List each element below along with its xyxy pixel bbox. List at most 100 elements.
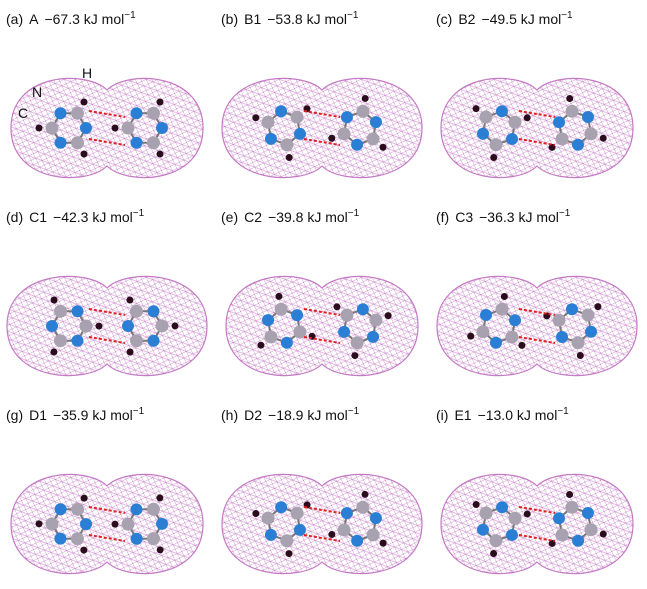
atom-h [518, 342, 525, 349]
atom-c [130, 334, 143, 347]
atom-c [54, 334, 67, 347]
atom-n [156, 518, 168, 530]
atom-c [369, 314, 382, 327]
atom-h [566, 95, 573, 102]
atom-n [506, 529, 518, 541]
atom-n [582, 111, 594, 123]
atom-h [252, 510, 259, 517]
atom-h [157, 99, 164, 106]
atom-n [477, 128, 489, 140]
atom-c [54, 305, 67, 318]
atom-h [275, 293, 282, 300]
atom-c [555, 132, 568, 145]
atom-n [370, 116, 382, 128]
atom-n [572, 535, 584, 547]
atom-n [566, 303, 578, 315]
atom-h [333, 303, 340, 310]
atom-h [490, 154, 497, 161]
atom-c [479, 111, 492, 124]
atom-h [473, 105, 480, 112]
atom-c [367, 132, 380, 145]
atom-c [46, 122, 59, 135]
atom-n [55, 503, 67, 515]
panel-title: (e)C2−39.8 kJ mol−1 [221, 208, 360, 225]
atom-n [291, 309, 303, 321]
panel: (f)C3−36.3 kJ mol−1 [436, 208, 637, 376]
atom-n [72, 305, 84, 317]
atom-h [80, 547, 87, 554]
atom-label: N [32, 84, 42, 100]
atom-n [477, 524, 489, 536]
atom-h [600, 531, 607, 538]
atom-c [262, 512, 275, 525]
atom-c [291, 111, 304, 124]
atom-n [265, 529, 277, 541]
atom-c [489, 534, 502, 547]
title-energy: −35.9 kJ mol [53, 407, 133, 423]
atom-n [131, 137, 143, 149]
title-label: (f) [436, 209, 449, 225]
atom-c [291, 507, 304, 520]
title-sup: −1 [124, 10, 136, 21]
atom-h [362, 95, 369, 102]
mesh-surface [222, 78, 422, 177]
atom-n [156, 122, 168, 134]
title-energy: −67.3 kJ mol [44, 11, 124, 27]
atom-n [490, 337, 502, 349]
atom-c [122, 518, 135, 531]
atom-h [252, 114, 259, 121]
title-label: (d) [6, 209, 23, 225]
atom-h [156, 494, 163, 501]
atom-c [280, 138, 293, 151]
atom-c [585, 523, 598, 536]
atom-c [367, 528, 380, 541]
mesh-surface [441, 78, 633, 177]
atom-n [54, 533, 66, 545]
atom-n [265, 133, 277, 145]
atom-c [338, 523, 351, 536]
atom-n [582, 507, 594, 519]
atom-n [341, 507, 353, 519]
title-name: C2 [244, 209, 262, 225]
atom-h [379, 144, 386, 151]
atom-n [496, 501, 508, 513]
atom-n [131, 107, 143, 119]
atom-h [112, 521, 119, 528]
panel: (b)B1−53.8 kJ mol−1 [221, 10, 422, 178]
panel-title: (b)B1−53.8 kJ mol−1 [221, 10, 359, 27]
atom-c [280, 534, 293, 547]
atom-h [385, 312, 392, 319]
title-name: C1 [29, 209, 47, 225]
mesh-surface [437, 276, 637, 375]
title-label: (a) [6, 11, 23, 27]
atom-n [275, 105, 287, 117]
atom-h [577, 352, 584, 359]
atom-h [362, 491, 369, 498]
title-sup: −1 [561, 10, 573, 21]
atom-n [281, 337, 293, 349]
title-sup: −1 [347, 10, 359, 21]
atom-n [553, 116, 565, 128]
atom-c [71, 532, 84, 545]
atom-n [341, 111, 353, 123]
title-sup: −1 [133, 406, 145, 417]
title-label: (i) [436, 407, 448, 423]
atom-h [524, 510, 531, 517]
title-energy: −42.3 kJ mol [53, 209, 133, 225]
mesh-surface [226, 276, 418, 375]
atom-h [81, 99, 88, 106]
atom-c [71, 136, 84, 149]
atom-h [351, 352, 358, 359]
panel-title: (d)C1−42.3 kJ mol−1 [6, 208, 145, 225]
atom-label: H [82, 65, 92, 81]
atom-label: C [18, 105, 28, 121]
atom-n [147, 305, 159, 317]
atom-h [473, 501, 480, 508]
atom-n [553, 512, 565, 524]
atom-h [112, 125, 119, 132]
atom-c [584, 127, 597, 140]
atom-c [147, 532, 160, 545]
title-name: B2 [458, 11, 475, 27]
title-sup: −1 [348, 406, 360, 417]
atom-n [338, 326, 350, 338]
